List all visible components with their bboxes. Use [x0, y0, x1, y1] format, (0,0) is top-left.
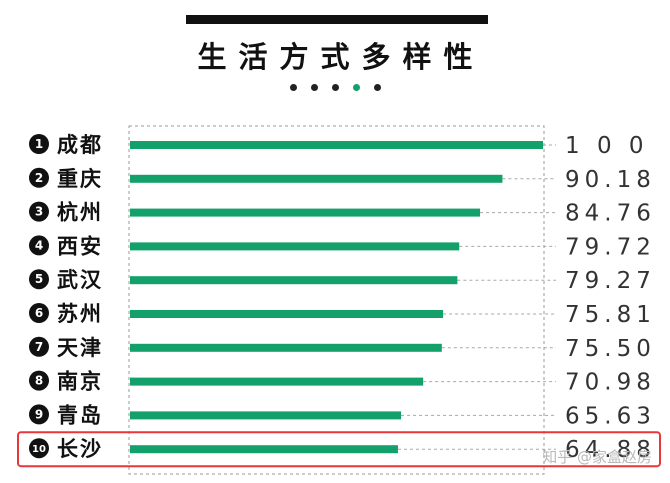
rank-badge [29, 438, 49, 459]
bar [130, 445, 398, 454]
bar [130, 411, 402, 420]
bar [130, 141, 543, 149]
rank-number: 5 [35, 272, 43, 286]
rank-badge [29, 370, 49, 391]
rank-badge [29, 336, 49, 357]
rank-number: 10 [32, 444, 46, 455]
page-dot [331, 84, 339, 91]
watermark: 知乎 @家盒赵房 [542, 448, 652, 466]
page-dot [310, 84, 318, 91]
rank-badge [29, 269, 49, 290]
page-indicator [0, 84, 670, 91]
value-label: 70.98 [565, 370, 656, 396]
city-label: 成都 [57, 133, 103, 157]
page-dot [373, 84, 381, 91]
rank-badge [29, 303, 49, 323]
city-label: 青岛 [57, 403, 103, 427]
rank-number: 2 [35, 171, 43, 185]
value-label: 90.18 [565, 167, 656, 193]
rank-number: 3 [35, 205, 43, 219]
bar [130, 310, 444, 318]
rank-number: 6 [35, 306, 43, 320]
city-label: 天津 [57, 336, 103, 360]
value-label: 84.76 [565, 201, 656, 227]
rank-number: 4 [35, 238, 43, 252]
page-dot [289, 84, 297, 91]
rank-badge [29, 134, 49, 154]
rank-badge [29, 235, 49, 256]
city-label: 杭州 [57, 201, 103, 225]
rank-badge [29, 167, 49, 188]
city-label: 南京 [57, 370, 103, 394]
city-label: 苏州 [57, 302, 103, 326]
bar [130, 276, 458, 285]
rank-badge [29, 404, 49, 425]
value-label: 75.50 [565, 336, 656, 362]
city-label: 武汉 [57, 268, 103, 292]
bar [130, 208, 481, 217]
rank-number: 7 [35, 340, 43, 354]
highlight-box [17, 431, 661, 468]
top-rule [186, 15, 488, 24]
plot-frame [128, 125, 545, 475]
bar [130, 242, 460, 251]
value-label: 64.88 [565, 437, 656, 463]
city-label: 西安 [57, 234, 103, 258]
rank-number: 9 [35, 407, 43, 421]
chart-title: 生活方式多样性 [197, 40, 485, 74]
value-label: 65.63 [565, 403, 656, 429]
rank-number: 8 [35, 374, 43, 388]
bar [130, 174, 503, 183]
page-dot-active [352, 84, 360, 91]
value-label: 79.27 [565, 268, 656, 294]
value-label: 79.72 [565, 234, 656, 260]
value-label: 1 0 0 [565, 133, 649, 159]
city-label: 长沙 [57, 437, 103, 461]
rank-badge [29, 201, 49, 222]
bar [130, 377, 424, 386]
city-label: 重庆 [57, 167, 103, 191]
bar [130, 343, 442, 352]
rank-number: 1 [35, 137, 43, 151]
value-label: 75.81 [565, 302, 656, 328]
